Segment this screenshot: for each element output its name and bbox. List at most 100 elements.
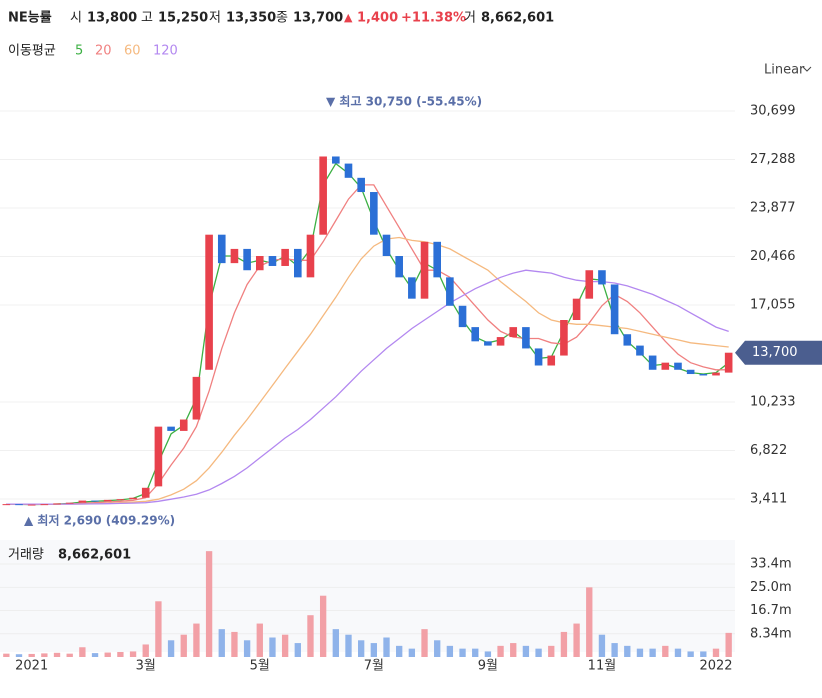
volume-tick-label: 8.34m [750, 626, 792, 641]
candle [560, 320, 568, 356]
volume-bar [446, 645, 454, 657]
volume-bar [712, 648, 720, 657]
price-tag [735, 340, 822, 365]
candle [699, 374, 708, 376]
volume-bar [497, 645, 504, 657]
x-tick-label: 3월 [136, 659, 156, 674]
volume-tick-label: 25.0m [750, 580, 792, 595]
volume-bar [383, 637, 390, 657]
y-tick-label: 30,699 [750, 104, 796, 119]
candle [40, 504, 49, 506]
volume-bar [307, 615, 314, 657]
candle [205, 234, 213, 370]
y-tick-label: 23,877 [750, 201, 796, 216]
y-tick-label: 10,233 [750, 395, 796, 410]
x-tick-label: 2022 [699, 659, 732, 674]
high: 15,250 [158, 11, 208, 26]
dropdown-icon[interactable] [802, 66, 812, 72]
volume-bar [700, 651, 707, 657]
volume-bar [345, 634, 352, 657]
candle [294, 248, 302, 278]
high-annotation: ▼ 최고 30,750 (-55.45%) [326, 94, 482, 109]
low: 13,350 [226, 11, 276, 26]
volume-bar [79, 647, 86, 657]
stock-name: NE능률 [8, 11, 52, 26]
candle [53, 503, 61, 505]
ma-line [6, 162, 730, 506]
volume-bar [408, 648, 416, 657]
volume-bar [522, 645, 530, 657]
volume-bar [28, 653, 35, 657]
candle [408, 277, 416, 299]
candle [496, 337, 505, 346]
candle [230, 248, 239, 264]
close: 13,700 [293, 11, 343, 26]
ma-line [6, 236, 729, 505]
volume-bar [243, 640, 251, 657]
candle [116, 499, 125, 501]
legend-title: 이동평균 [8, 44, 56, 59]
volume-bar [472, 648, 479, 657]
volume-bar [218, 629, 225, 657]
volume-bar [535, 648, 542, 657]
legend-item: 60 [124, 44, 141, 59]
candle [179, 419, 188, 431]
y-tick-label: 6,822 [750, 443, 787, 458]
volume-bar [269, 637, 276, 657]
volume-bar [53, 652, 61, 657]
candle [648, 355, 657, 370]
volume-bar [281, 634, 289, 657]
candle [319, 156, 327, 235]
scale-button[interactable]: Linear [764, 63, 805, 78]
volume-bar [332, 629, 339, 657]
candle [534, 348, 543, 366]
volume-bar [510, 643, 517, 657]
candle [91, 500, 99, 502]
price-tag-label: 13,700 [752, 345, 798, 360]
candle [458, 305, 467, 328]
candle [78, 500, 87, 503]
volume-bar [548, 645, 555, 657]
candle [686, 369, 695, 375]
volume-bar [231, 631, 238, 657]
candle [484, 341, 492, 346]
x-tick-label: 9월 [478, 659, 498, 674]
candle [243, 248, 251, 271]
candle [522, 327, 530, 349]
volume-bar [205, 551, 213, 657]
volume-last: 8,662,601 [58, 548, 131, 563]
candle [610, 284, 619, 335]
volume-bar [91, 653, 99, 657]
legend-item: 20 [95, 44, 112, 59]
candle [344, 163, 353, 178]
x-tick-label: 7월 [364, 659, 384, 674]
candle [572, 298, 581, 321]
ma-line [6, 184, 729, 505]
x-tick-label: 5월 [250, 659, 270, 674]
volume-bar [3, 653, 10, 657]
volume-bar [117, 651, 124, 657]
volume-bar [193, 623, 200, 657]
candle [724, 352, 733, 373]
candle [255, 256, 264, 271]
x-tick-label: 2021 [15, 659, 48, 674]
candle [395, 256, 403, 278]
open-label: 시 [70, 11, 82, 26]
volume-bar [421, 629, 428, 657]
volume-bar [662, 645, 669, 657]
volume-bar [687, 651, 694, 657]
y-tick-label: 27,288 [750, 152, 796, 167]
candle [509, 327, 518, 338]
volume-bar [294, 643, 301, 657]
candle [217, 234, 226, 264]
candle [357, 177, 365, 193]
volume: 8,662,601 [481, 11, 554, 26]
legend: 이동평균 5 20 60 120 [8, 44, 178, 59]
candle [2, 504, 11, 506]
change-pct: +11.38% [401, 11, 466, 26]
volume-bar [573, 623, 580, 657]
change: 1,400 [357, 11, 398, 26]
volume-bar [396, 645, 403, 657]
candle [598, 270, 606, 285]
